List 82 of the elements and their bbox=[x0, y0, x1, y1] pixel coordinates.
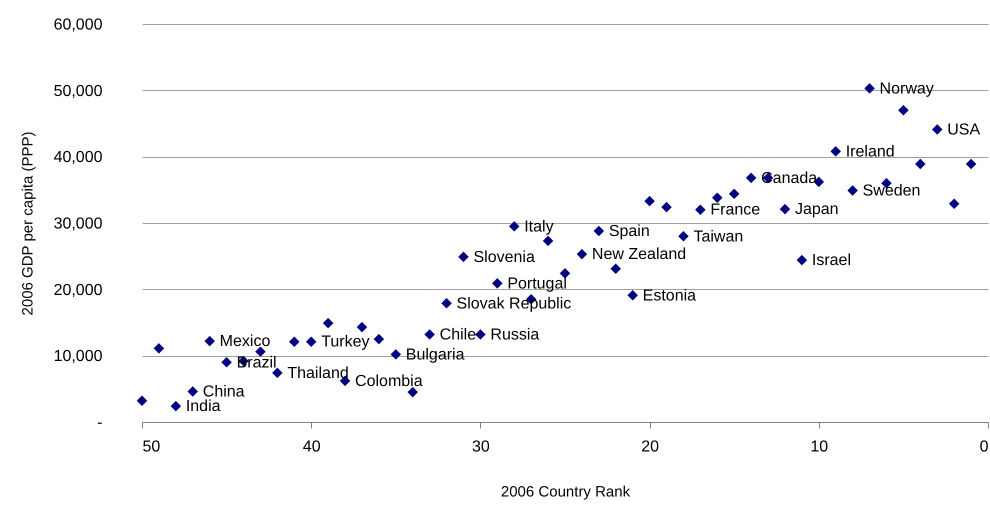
point bbox=[966, 158, 976, 170]
point bbox=[289, 336, 300, 347]
point bbox=[864, 83, 875, 94]
data-label: Italy bbox=[524, 218, 554, 236]
point bbox=[136, 396, 148, 406]
y-axis-title: 2006 GDP per capita (PPP) bbox=[20, 132, 37, 316]
data-label: Slovak Republic bbox=[456, 295, 572, 312]
point bbox=[374, 334, 384, 344]
point bbox=[188, 386, 198, 397]
x-tick-label: 0 bbox=[980, 438, 989, 456]
x-axis-title: 2006 Country Rank bbox=[500, 484, 631, 500]
point bbox=[847, 185, 858, 196]
point bbox=[170, 400, 182, 412]
data-label: Japan bbox=[794, 201, 839, 218]
data-label: Chile bbox=[440, 326, 476, 344]
point bbox=[915, 158, 926, 170]
point bbox=[272, 368, 283, 378]
data-label: Colombia bbox=[355, 372, 423, 390]
point bbox=[390, 349, 402, 360]
data-label: Norway bbox=[880, 80, 934, 98]
point bbox=[932, 124, 942, 135]
x-tick-label: 20 bbox=[641, 438, 660, 456]
data-label: Bulgaria bbox=[406, 346, 465, 364]
data-label: New Zealand bbox=[592, 246, 686, 264]
data-label: Thailand bbox=[287, 364, 349, 382]
point bbox=[154, 343, 164, 354]
data-label: Sweden bbox=[862, 182, 920, 200]
point bbox=[780, 204, 790, 214]
point bbox=[475, 329, 486, 340]
y-tick-label: 10,000 bbox=[54, 348, 103, 366]
point bbox=[407, 386, 418, 398]
data-label: Estonia bbox=[642, 287, 696, 304]
x-tick-label: 40 bbox=[302, 438, 321, 456]
point bbox=[898, 104, 909, 116]
point bbox=[542, 236, 554, 246]
point bbox=[424, 329, 435, 340]
point bbox=[204, 336, 215, 346]
point bbox=[322, 318, 334, 328]
x-tick-label: 10 bbox=[810, 438, 828, 456]
y-tick-label: 40,000 bbox=[54, 149, 103, 166]
point bbox=[796, 254, 808, 266]
data-label: France bbox=[710, 202, 760, 219]
data-label: Brazil bbox=[236, 354, 277, 372]
data-label: Mexico bbox=[220, 333, 270, 350]
point bbox=[492, 278, 503, 289]
y-tick-label: 50,000 bbox=[54, 82, 103, 100]
data-label: Taiwan bbox=[693, 228, 744, 246]
data-label: Spain bbox=[608, 222, 650, 240]
point bbox=[508, 221, 520, 232]
x-tick-label: 50 bbox=[142, 438, 160, 456]
data-label: Slovenia bbox=[473, 248, 535, 266]
y-tick-label: 20,000 bbox=[54, 282, 103, 299]
point bbox=[594, 226, 604, 236]
point bbox=[627, 290, 638, 301]
point bbox=[610, 264, 622, 274]
data-label: India bbox=[186, 398, 221, 416]
point bbox=[221, 357, 232, 368]
point bbox=[695, 204, 706, 215]
point bbox=[678, 231, 689, 242]
data-label: USA bbox=[947, 121, 980, 138]
data-label: Russia bbox=[490, 326, 540, 344]
point bbox=[576, 248, 588, 260]
y-tick-label: 30,000 bbox=[54, 216, 103, 232]
point bbox=[712, 192, 723, 204]
point bbox=[644, 196, 655, 206]
point bbox=[830, 146, 841, 157]
point bbox=[661, 202, 672, 212]
point bbox=[746, 172, 756, 184]
point bbox=[728, 188, 740, 200]
data-label: Ireland bbox=[846, 143, 895, 160]
point bbox=[458, 252, 469, 262]
point bbox=[441, 298, 452, 309]
point bbox=[356, 322, 368, 332]
point bbox=[948, 198, 960, 210]
data-label: China bbox=[202, 383, 245, 400]
y-tick-label: 60,000 bbox=[54, 16, 103, 34]
y-tick-label: - bbox=[97, 414, 102, 432]
data-label: Israel bbox=[812, 252, 852, 270]
point bbox=[306, 336, 316, 347]
data-label: Turkey bbox=[321, 334, 370, 351]
data-label: Portugal bbox=[507, 275, 567, 292]
x-tick-label: 30 bbox=[472, 438, 490, 456]
